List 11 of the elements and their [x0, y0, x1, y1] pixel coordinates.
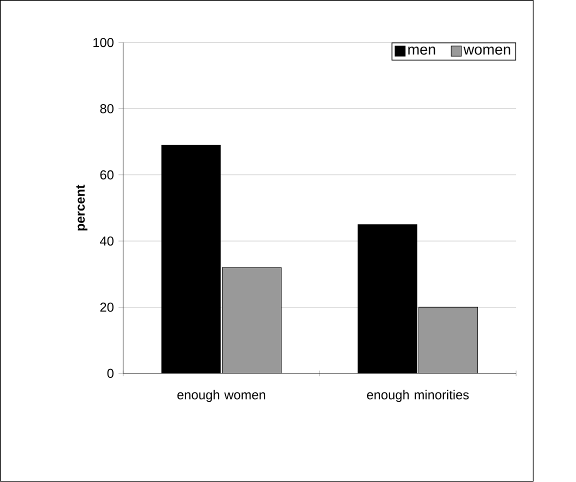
legend-label: men	[408, 46, 436, 55]
x-tick-label: enough minorities	[367, 390, 469, 402]
y-tick-label: 20	[100, 302, 114, 312]
y-tick-label: 80	[100, 104, 114, 114]
y-tick-label: 100	[93, 38, 114, 48]
legend-label: women	[463, 46, 510, 55]
y-tick-label: 60	[100, 170, 114, 180]
y-tick-label: 0	[107, 368, 114, 378]
y-tick-label: 40	[100, 236, 114, 246]
y-axis-title: percent	[76, 184, 88, 231]
x-tick-label: enough women	[177, 390, 266, 402]
